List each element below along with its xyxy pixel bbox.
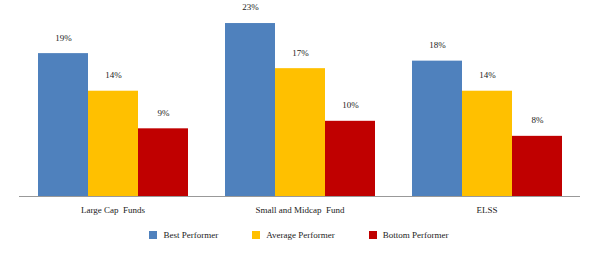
svg-text:18%: 18% bbox=[429, 40, 446, 50]
svg-text:9%: 9% bbox=[158, 108, 171, 118]
svg-text:23%: 23% bbox=[242, 2, 259, 12]
svg-text:Large Cap Funds: Large Cap Funds bbox=[81, 205, 146, 215]
svg-text:10%: 10% bbox=[342, 100, 359, 110]
html-text:Bottom Performer: Bottom Performer bbox=[382, 230, 449, 240]
svg-text:ELSS: ELSS bbox=[476, 205, 497, 215]
svg-text:14%: 14% bbox=[479, 70, 496, 80]
html-text:Average Performer: Average Performer bbox=[266, 230, 335, 240]
svg-text:17%: 17% bbox=[292, 48, 309, 58]
html-text:Best Performer: Best Performer bbox=[163, 230, 219, 240]
svg-text:19%: 19% bbox=[55, 33, 72, 43]
svg-text:14%: 14% bbox=[105, 70, 122, 80]
svg-text:Small and Midcap Fund: Small and Midcap Fund bbox=[256, 205, 345, 215]
svg-text:8%: 8% bbox=[532, 115, 545, 125]
